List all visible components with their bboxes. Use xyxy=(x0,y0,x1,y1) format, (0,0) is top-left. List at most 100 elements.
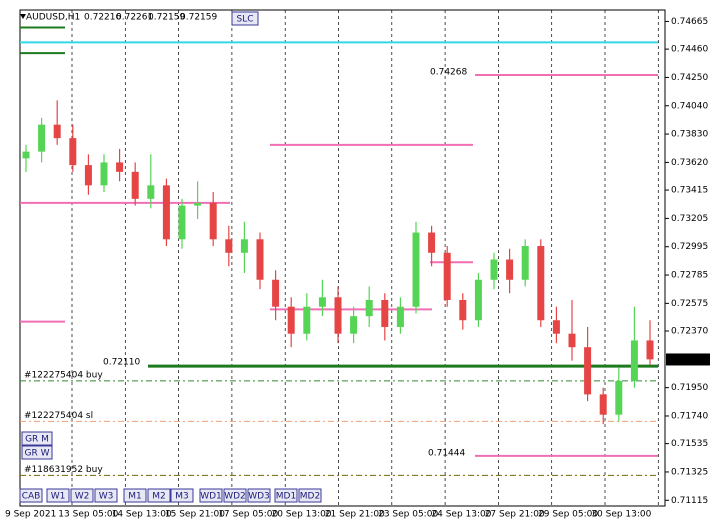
y-tick-label: 0.72370 xyxy=(671,327,708,337)
candle-body xyxy=(584,347,592,395)
candle-body xyxy=(240,239,248,253)
button-frame[interactable] xyxy=(21,431,53,446)
candle-body xyxy=(272,279,280,307)
x-tick-label: 13 Sep 05:00 xyxy=(58,510,118,520)
button-label[interactable]: WD1 xyxy=(200,492,222,502)
candle-body xyxy=(225,239,233,253)
candle-body xyxy=(53,124,61,139)
y-tick-label: 0.74665 xyxy=(671,17,708,27)
candle-body xyxy=(116,162,124,172)
y-tick-label: 0.74040 xyxy=(671,101,708,111)
button-frame[interactable] xyxy=(21,445,53,460)
x-tick-label: 29 Sep 05:00 xyxy=(538,510,598,520)
level-label: 0.72110 xyxy=(103,358,140,368)
candle-body xyxy=(396,306,404,327)
button-frame[interactable] xyxy=(199,488,223,503)
y-tick-label: 0.72785 xyxy=(671,271,708,281)
candle-body xyxy=(646,340,654,360)
x-tick-label: 14 Sep 13:00 xyxy=(112,510,172,520)
button[interactable]: M1 xyxy=(123,488,147,503)
button[interactable]: M3 xyxy=(170,488,194,503)
button-label[interactable]: W1 xyxy=(51,492,66,502)
y-tick-label: 0.71535 xyxy=(671,439,708,449)
button[interactable]: CAB xyxy=(19,488,43,503)
button-frame[interactable] xyxy=(223,488,247,503)
candle-body xyxy=(100,162,108,186)
candle-body xyxy=(428,232,436,253)
button-label[interactable]: M3 xyxy=(175,492,189,502)
menu-arrow xyxy=(20,14,26,19)
candle-body xyxy=(287,306,295,334)
button[interactable]: W2 xyxy=(70,488,94,503)
button[interactable]: SLC xyxy=(231,11,259,26)
button-frame[interactable] xyxy=(123,488,147,503)
button[interactable]: GR M xyxy=(21,431,53,446)
candle-body xyxy=(599,394,607,415)
y-tick-label: 0.73205 xyxy=(671,214,708,224)
y-tick-label: 0.72995 xyxy=(671,242,708,252)
button-frame[interactable] xyxy=(94,488,118,503)
button-frame[interactable] xyxy=(147,488,171,503)
button-frame[interactable] xyxy=(170,488,194,503)
candle-body xyxy=(84,165,92,186)
level-label: 0.71444 xyxy=(428,448,465,458)
x-tick-label: 30 Sep 13:00 xyxy=(591,510,651,520)
button[interactable]: GR W xyxy=(21,445,53,460)
button[interactable]: WD3 xyxy=(247,488,271,503)
button-label[interactable]: M2 xyxy=(152,492,166,502)
button[interactable]: MD1 xyxy=(274,488,298,503)
button-frame[interactable] xyxy=(247,488,271,503)
button-label[interactable]: M1 xyxy=(128,492,142,502)
button-frame[interactable] xyxy=(274,488,298,503)
button[interactable]: WD2 xyxy=(223,488,247,503)
button[interactable]: W1 xyxy=(46,488,70,503)
candle-body xyxy=(630,340,638,381)
button-frame[interactable] xyxy=(231,11,259,26)
button[interactable]: W3 xyxy=(94,488,118,503)
candle-body xyxy=(22,151,30,159)
candle-body xyxy=(490,259,498,280)
button-label[interactable]: W3 xyxy=(99,492,114,502)
button-label[interactable]: WD3 xyxy=(248,492,270,502)
candle-body xyxy=(381,299,389,327)
candle-body xyxy=(194,202,202,206)
candle-body xyxy=(474,279,482,321)
x-tick-label: 20 Sep 13:00 xyxy=(272,510,332,520)
price-axis: 0.74665 0.74460 0.74250 0.74040 0.73830 0.736… xyxy=(665,17,710,506)
x-tick-label: 21 Sep 21:00 xyxy=(325,510,385,520)
candle-body xyxy=(147,185,155,199)
button-label[interactable]: SLC xyxy=(236,15,253,25)
x-tick-label: 17 Sep 05:00 xyxy=(218,510,278,520)
level-label: #122275404 buy xyxy=(24,370,103,380)
level-label: #118631952 buy xyxy=(24,465,103,475)
button-frame[interactable] xyxy=(70,488,94,503)
button-label[interactable]: MD1 xyxy=(276,492,296,502)
button-label[interactable]: GR M xyxy=(25,435,49,445)
quote-value: 0.72159 xyxy=(180,13,217,23)
button[interactable]: WD1 xyxy=(199,488,223,503)
x-tick-label: 9 Sep 2021 xyxy=(5,510,56,520)
quote-value: 0.72261 xyxy=(116,13,153,23)
button-label[interactable]: W2 xyxy=(75,492,90,502)
button-label[interactable]: MD2 xyxy=(300,492,320,502)
candle-body xyxy=(209,202,217,240)
y-tick-label: 0.72575 xyxy=(671,299,708,309)
candle-body xyxy=(256,239,264,280)
candle-body xyxy=(69,138,77,166)
button[interactable]: MD2 xyxy=(298,488,322,503)
button-frame[interactable] xyxy=(298,488,322,503)
y-tick-label: 0.73830 xyxy=(671,130,708,140)
candle-body xyxy=(365,299,373,317)
plot-frame xyxy=(19,9,666,507)
button-frame[interactable] xyxy=(46,488,70,503)
button-label[interactable]: GR W xyxy=(25,449,50,459)
candle-body xyxy=(318,297,326,307)
button-label[interactable]: CAB xyxy=(22,492,41,502)
candle-body xyxy=(412,232,420,307)
button-frame[interactable] xyxy=(19,488,43,503)
button-label[interactable]: WD2 xyxy=(224,492,246,502)
button[interactable]: M2 xyxy=(147,488,171,503)
last-price-box xyxy=(666,353,710,366)
ui: SLC GR M GR W CAB W1 W2 W3 M1 M2 M3 WD1 WD2 WD3 MD1 MD… xyxy=(19,11,322,503)
